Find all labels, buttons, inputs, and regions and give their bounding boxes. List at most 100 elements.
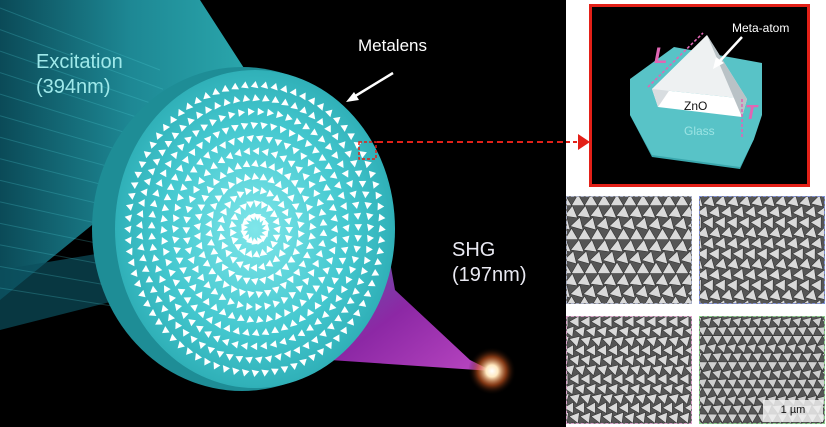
meta-atom [208, 267, 217, 275]
meta-atom [193, 232, 201, 241]
sem-meta-atom [668, 227, 683, 240]
sem-meta-atom [776, 361, 789, 372]
meta-atom [239, 247, 247, 256]
sem-meta-atom [766, 361, 779, 372]
meta-atom [292, 146, 300, 155]
meta-atom [332, 116, 341, 125]
meta-atom [364, 160, 372, 169]
meta-atom [232, 367, 240, 376]
meta-atom [177, 340, 185, 349]
meta-atom [198, 251, 206, 259]
meta-atom [318, 154, 327, 161]
meta-atom [221, 127, 230, 135]
sem-meta-atom [768, 225, 782, 239]
sem-meta-atom [749, 236, 763, 250]
sem-meta-atom [621, 284, 636, 299]
sem-meta-atom [648, 238, 663, 253]
sem-meta-atom [661, 197, 677, 207]
meta-atom [214, 195, 223, 203]
meta-atom [228, 111, 236, 119]
meta-atom [329, 302, 337, 311]
sem-meta-atom [751, 352, 763, 363]
meta-atom [127, 258, 135, 267]
meta-atom [277, 200, 285, 209]
sem-meta-atom [618, 364, 631, 377]
sem-meta-atom [713, 236, 727, 250]
meta-atom [271, 286, 280, 294]
sem-meta-atom [635, 261, 651, 274]
meta-atom [280, 323, 289, 331]
sem-meta-atom [774, 197, 788, 208]
sem-meta-atom [635, 238, 650, 253]
sem-meta-atom [803, 267, 817, 282]
meta-atom [316, 103, 324, 111]
sem-meta-atom [687, 200, 691, 207]
meta-atom [182, 237, 191, 245]
meta-atom [243, 173, 251, 182]
sem-meta-atom [736, 361, 749, 372]
meta-atom [219, 207, 227, 216]
sem-meta-atom [706, 395, 718, 407]
sem-meta-atom [774, 257, 788, 270]
meta-atom [205, 106, 213, 114]
sem-meta-atom [700, 361, 709, 372]
meta-atom [219, 171, 227, 180]
meta-atom [312, 259, 319, 268]
zno-pyramid-front [652, 89, 747, 117]
sem-meta-atom [667, 272, 683, 287]
sem-meta-atom [595, 401, 607, 414]
sem-meta-atom [590, 317, 602, 328]
meta-atom [163, 193, 172, 201]
sem-meta-atom [634, 411, 646, 423]
sem-meta-atom [619, 295, 628, 303]
sem-meta-atom [700, 404, 703, 415]
sem-meta-atom [816, 326, 824, 337]
sem-meta-atom [815, 205, 824, 219]
sem-meta-atom [623, 354, 635, 367]
meta-atom [276, 167, 284, 176]
sem-meta-atom [672, 383, 685, 396]
meta-atom [300, 152, 308, 160]
sem-meta-atom [743, 267, 757, 282]
meta-atom [331, 151, 339, 159]
sem-meta-atom [595, 325, 608, 338]
sem-meta-atom [584, 344, 596, 357]
meta-atom [181, 155, 189, 164]
meta-atom [261, 94, 270, 102]
sem-meta-atom [595, 383, 608, 396]
sem-meta-atom [791, 317, 803, 328]
sem-meta-atom [661, 401, 673, 414]
sem-meta-atom [746, 343, 758, 354]
meta-atom [297, 230, 305, 238]
meta-atom [340, 246, 349, 254]
sem-meta-atom [623, 335, 636, 348]
meta-atom [295, 285, 303, 293]
meta-atom [322, 267, 330, 275]
meta-atom [194, 96, 202, 105]
sem-meta-atom [568, 372, 580, 386]
meta-atom [345, 276, 353, 284]
sem-meta-atom [721, 369, 733, 381]
sem-meta-atom [706, 413, 719, 423]
meta-atom [368, 170, 377, 179]
sem-meta-atom [773, 236, 787, 250]
meta-atom [281, 208, 289, 217]
meta-atom [295, 212, 303, 220]
sem-meta-atom [567, 238, 572, 253]
meta-atom [307, 269, 315, 277]
sem-meta-atom [672, 344, 684, 357]
sem-meta-atom [582, 284, 597, 299]
meta-atom [194, 213, 203, 221]
meta-atom [218, 233, 226, 241]
sem-meta-atom [612, 393, 625, 406]
meta-atom [344, 150, 352, 158]
sem-meta-atom [701, 352, 713, 363]
sem-meta-atom [645, 335, 658, 348]
sem-meta-atom [801, 387, 814, 398]
meta-atom [353, 212, 362, 220]
sem-meta-atom [639, 383, 652, 396]
sem-meta-atom [573, 344, 585, 357]
meta-atom [259, 248, 268, 257]
meta-atom [256, 315, 264, 324]
meta-atom [312, 146, 320, 154]
